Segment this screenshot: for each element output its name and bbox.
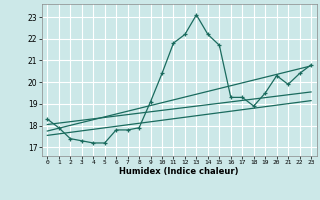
X-axis label: Humidex (Indice chaleur): Humidex (Indice chaleur) xyxy=(119,167,239,176)
